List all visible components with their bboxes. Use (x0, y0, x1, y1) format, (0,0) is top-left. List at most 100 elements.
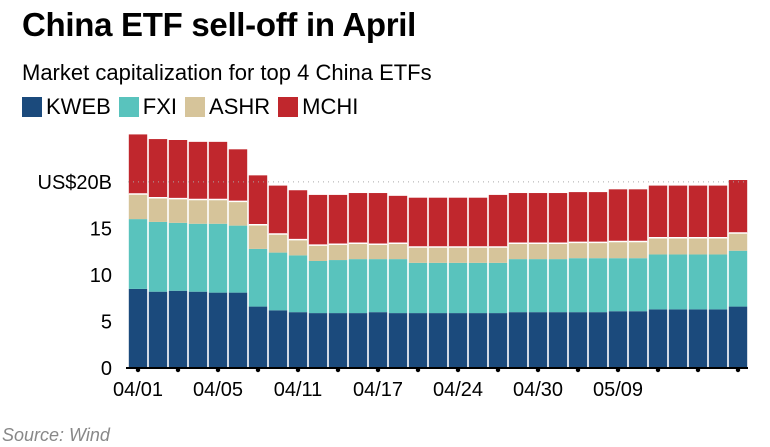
bar-segment-mchi (208, 141, 228, 200)
bar-segment-kweb (248, 306, 268, 368)
bar-segment-ashr (488, 247, 508, 263)
bar-segment-ashr (388, 243, 408, 260)
bar-segment-kweb (628, 311, 648, 368)
bar-segment-kweb (388, 313, 408, 368)
bar-segment-ashr (408, 247, 428, 263)
legend-swatch-ashr (185, 97, 206, 117)
bar-segment-ashr (448, 247, 468, 263)
bar-segment-kweb (568, 312, 588, 368)
bar-segment-fxi (408, 262, 428, 314)
bar-segment-kweb (408, 313, 428, 368)
bar-segment-fxi (708, 254, 728, 310)
bar-segment-fxi (368, 259, 388, 313)
bar-segment-fxi (628, 258, 648, 312)
legend-swatch-kweb (22, 97, 42, 117)
bar-segment-ashr (428, 247, 448, 263)
bar-segment-kweb (648, 309, 668, 368)
bar-segment-fxi (728, 250, 748, 307)
bar-segment-fxi (508, 259, 528, 313)
bar-segment-kweb (128, 288, 148, 368)
bar-segment-kweb (368, 312, 388, 368)
bar-segment-fxi (308, 260, 328, 314)
bar-segment-kweb (348, 313, 368, 368)
bar-segment-fxi (588, 258, 608, 313)
x-tick-mark (255, 367, 261, 373)
x-tick-mark (495, 367, 501, 373)
x-tick-mark (375, 367, 381, 373)
bar-segment-mchi (268, 185, 288, 234)
legend-label-mchi: MCHI (302, 94, 359, 119)
bar-segment-fxi (428, 262, 448, 314)
bar-segment-fxi (668, 254, 688, 310)
x-tick-label: 05/09 (593, 379, 643, 401)
legend-item-mchi: MCHI (278, 94, 358, 120)
bar-segment-mchi (468, 197, 488, 248)
x-tick-mark (335, 367, 341, 373)
bar-segment-ashr (128, 193, 148, 220)
bar-segment-mchi (528, 193, 548, 244)
bar-segment-mchi (168, 140, 188, 199)
legend-label-kweb: KWEB (46, 94, 111, 119)
bar-segment-kweb (708, 309, 728, 368)
y-tick-label: US$20B (38, 172, 113, 194)
bar-segment-kweb (148, 291, 168, 368)
bar-segment-ashr (308, 245, 328, 261)
x-tick-mark (535, 367, 541, 373)
bar-segment-kweb (328, 313, 348, 368)
bar-segment-ashr (228, 201, 248, 226)
bar-segment-ashr (588, 242, 608, 259)
x-tick-mark (135, 367, 141, 373)
bar-segment-kweb (188, 291, 208, 368)
bar-segment-ashr (628, 241, 648, 259)
bar-segment-ashr (528, 243, 548, 260)
legend-swatch-fxi (118, 97, 139, 117)
x-tick-mark (215, 367, 221, 373)
source-note: Source: Wind (2, 425, 110, 445)
bar-segment-ashr (728, 233, 748, 251)
bar-segment-mchi (128, 134, 148, 194)
bar-segment-mchi (588, 192, 608, 243)
legend-item-fxi: FXI (118, 94, 178, 120)
bar-segment-mchi (608, 189, 628, 242)
x-tick-mark (455, 367, 461, 373)
bar-segment-mchi (728, 180, 748, 234)
legend-swatch-mchi (278, 97, 299, 117)
bar-segment-ashr (568, 242, 588, 259)
bar-segment-mchi (508, 193, 528, 244)
bar-segment-fxi (608, 258, 628, 312)
bar-segment-mchi (448, 197, 468, 248)
bar-segment-fxi (208, 223, 228, 293)
x-tick-label: 04/24 (433, 379, 483, 401)
bar-segment-kweb (268, 310, 288, 368)
bar-segment-mchi (388, 195, 408, 244)
y-tick-label: 15 (90, 218, 112, 240)
bar-segment-fxi (488, 262, 508, 314)
y-tick-label: 5 (101, 311, 112, 333)
bar-segment-kweb (468, 313, 488, 368)
legend: KWEB FXI ASHR MCHI (22, 94, 366, 120)
bar-segment-kweb (428, 313, 448, 368)
bar-segment-ashr (328, 244, 348, 261)
bar-segment-fxi (228, 225, 248, 293)
legend-label-fxi: FXI (142, 94, 178, 119)
bar-segment-fxi (248, 248, 268, 307)
bar-segment-fxi (568, 258, 588, 313)
x-tick-label: 04/30 (513, 379, 563, 401)
bar-segment-mchi (688, 185, 708, 238)
bar-segment-mchi (308, 194, 328, 246)
bar-segment-ashr (608, 241, 628, 259)
x-tick-mark (415, 367, 421, 373)
bar-segment-ashr (248, 224, 268, 249)
bar-segment-kweb (168, 290, 188, 368)
bar-segment-ashr (168, 198, 188, 223)
bar-segment-mchi (148, 139, 168, 198)
bar-segment-ashr (348, 243, 368, 260)
bar-segment-kweb (548, 312, 568, 368)
bar-segment-ashr (668, 237, 688, 255)
x-tick-mark (575, 367, 581, 373)
x-tick-label: 04/11 (274, 379, 323, 401)
bar-segment-mchi (368, 193, 388, 245)
bar-segment-mchi (488, 194, 508, 248)
legend-item-ashr: ASHR (185, 94, 270, 120)
